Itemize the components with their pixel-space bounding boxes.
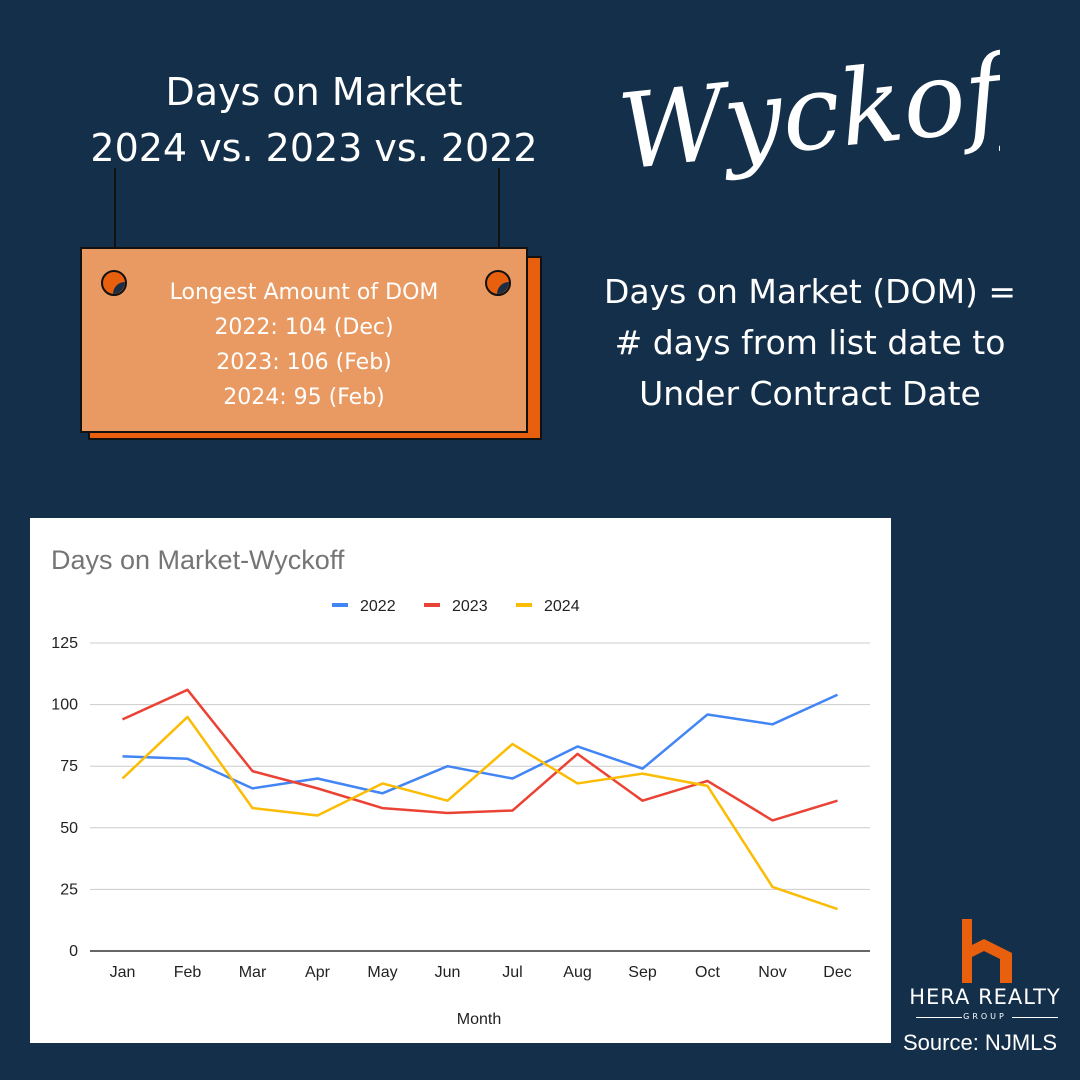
legend-label: 2024 — [544, 598, 580, 615]
x-tick-label: Nov — [758, 964, 786, 981]
definition-line-1: Days on Market (DOM) = — [603, 272, 1017, 311]
hera-realty-logo: HERA REALTY GROUP — [900, 915, 1070, 1030]
logo-rule-left — [916, 1017, 962, 1018]
x-tick-label: Jun — [435, 964, 461, 981]
y-tick-label: 25 — [60, 881, 78, 898]
x-tick-label: Feb — [174, 964, 202, 981]
dom-sign: Longest Amount of DOM 2022: 104 (Dec) 20… — [80, 247, 528, 433]
chart-card: Days on Market-Wyckoff 0 25 50 75 100 125 Jan F… — [30, 518, 891, 1043]
dom-definition: Days on Market (DOM) = # days from list … — [580, 266, 1040, 419]
headline-line-2: 2024 vs. 2023 vs. 2022 — [90, 126, 538, 170]
legend-label: 2022 — [360, 598, 396, 615]
definition-line-3: Under Contract Date — [639, 374, 981, 413]
sign-line-2023: 2023: 106 (Feb) — [216, 350, 392, 375]
x-tick-label: Jan — [110, 964, 136, 981]
sign-hang-line-right — [498, 168, 500, 284]
logo-name: HERA REALTY — [909, 985, 1061, 1009]
headline: Days on Market 2024 vs. 2023 vs. 2022 — [60, 64, 568, 176]
series-line-2024 — [121, 715, 838, 911]
sign-text: Longest Amount of DOM 2022: 104 (Dec) 20… — [82, 275, 526, 415]
pin-icon-right — [485, 270, 511, 296]
definition-line-2: # days from list date to — [614, 323, 1006, 362]
logo-rule-right — [1012, 1017, 1058, 1018]
x-tick-label: Apr — [305, 964, 331, 981]
town-script-title: Wyckoff — [613, 38, 1000, 194]
pin-icon-left — [101, 270, 127, 296]
town-name: Wyckoff — [613, 38, 1000, 194]
x-tick-label: Aug — [563, 964, 591, 981]
sign-hang-line-left — [114, 168, 116, 284]
line-chart: Days on Market-Wyckoff 0 25 50 75 100 125 Jan F… — [51, 545, 870, 1028]
sign-line-2022: 2022: 104 (Dec) — [214, 315, 394, 340]
chart-title: Days on Market-Wyckoff — [51, 545, 345, 575]
y-tick-label: 50 — [60, 820, 78, 837]
legend-label: 2023 — [452, 598, 488, 615]
x-tick-label: Jul — [502, 964, 522, 981]
series-line-2023 — [121, 688, 838, 822]
y-tick-label: 125 — [51, 635, 78, 652]
x-tick-label: May — [367, 964, 397, 981]
house-h-icon — [962, 919, 1012, 983]
x-tick-label: Sep — [628, 964, 657, 981]
x-tick-label: Mar — [239, 964, 267, 981]
headline-line-1: Days on Market — [165, 70, 463, 114]
logo-sub: GROUP — [963, 1012, 1007, 1021]
sign-line-2024: 2024: 95 (Feb) — [223, 385, 385, 410]
source-note: Source: NJMLS — [903, 1030, 1058, 1055]
x-tick-label: Dec — [823, 964, 851, 981]
x-tick-label: Oct — [695, 964, 720, 981]
x-axis-title: Month — [457, 1011, 501, 1028]
sign-heading: Longest Amount of DOM — [169, 280, 439, 305]
y-tick-label: 100 — [51, 697, 78, 714]
y-tick-label: 0 — [69, 943, 78, 960]
y-tick-label: 75 — [60, 758, 78, 775]
